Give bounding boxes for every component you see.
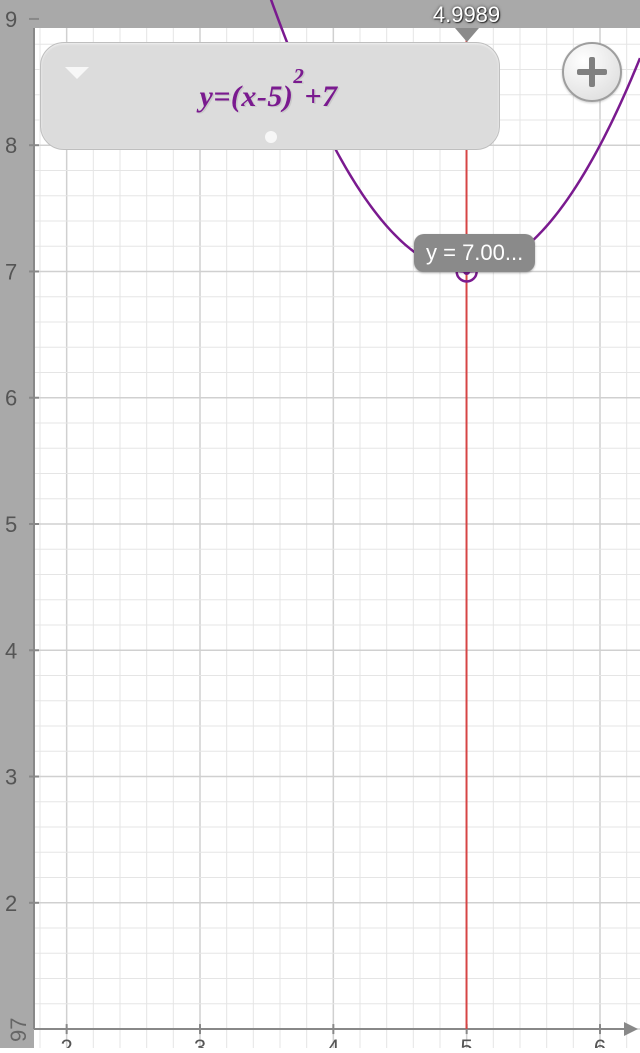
graph-canvas[interactable]: 2 3 4 5 6 2 3 4 5 6 7 8 9 (0, 0, 640, 1048)
trace-y-tooltip: y = 7.00... (414, 234, 535, 272)
plus-icon (575, 55, 609, 89)
svg-text:6: 6 (594, 1035, 606, 1048)
svg-text:4: 4 (327, 1035, 339, 1048)
svg-text:9: 9 (5, 7, 17, 32)
equation-panel[interactable]: y=(x-5)2+7 y=(x-5)2+7 (40, 42, 500, 150)
trace-x-readout: 4.9989 (433, 2, 500, 28)
svg-text:6: 6 (5, 386, 17, 411)
add-button[interactable] (562, 42, 622, 102)
trace-marker-triangle[interactable] (455, 28, 479, 42)
svg-text:8: 8 (5, 133, 17, 158)
chevron-down-icon[interactable] (65, 67, 89, 79)
svg-text:2: 2 (5, 891, 17, 916)
corner-label: 97 (6, 1018, 32, 1042)
svg-text:2: 2 (61, 1035, 73, 1048)
svg-text:7: 7 (5, 259, 17, 284)
svg-text:4: 4 (5, 638, 17, 663)
equation-text: y=(x-5)2+7 y=(x-5)2+7 (201, 77, 339, 115)
svg-text:3: 3 (194, 1035, 206, 1048)
svg-text:3: 3 (5, 765, 17, 790)
svg-text:5: 5 (5, 512, 17, 537)
drag-handle-dot[interactable] (265, 131, 277, 143)
svg-text:5: 5 (461, 1035, 473, 1048)
